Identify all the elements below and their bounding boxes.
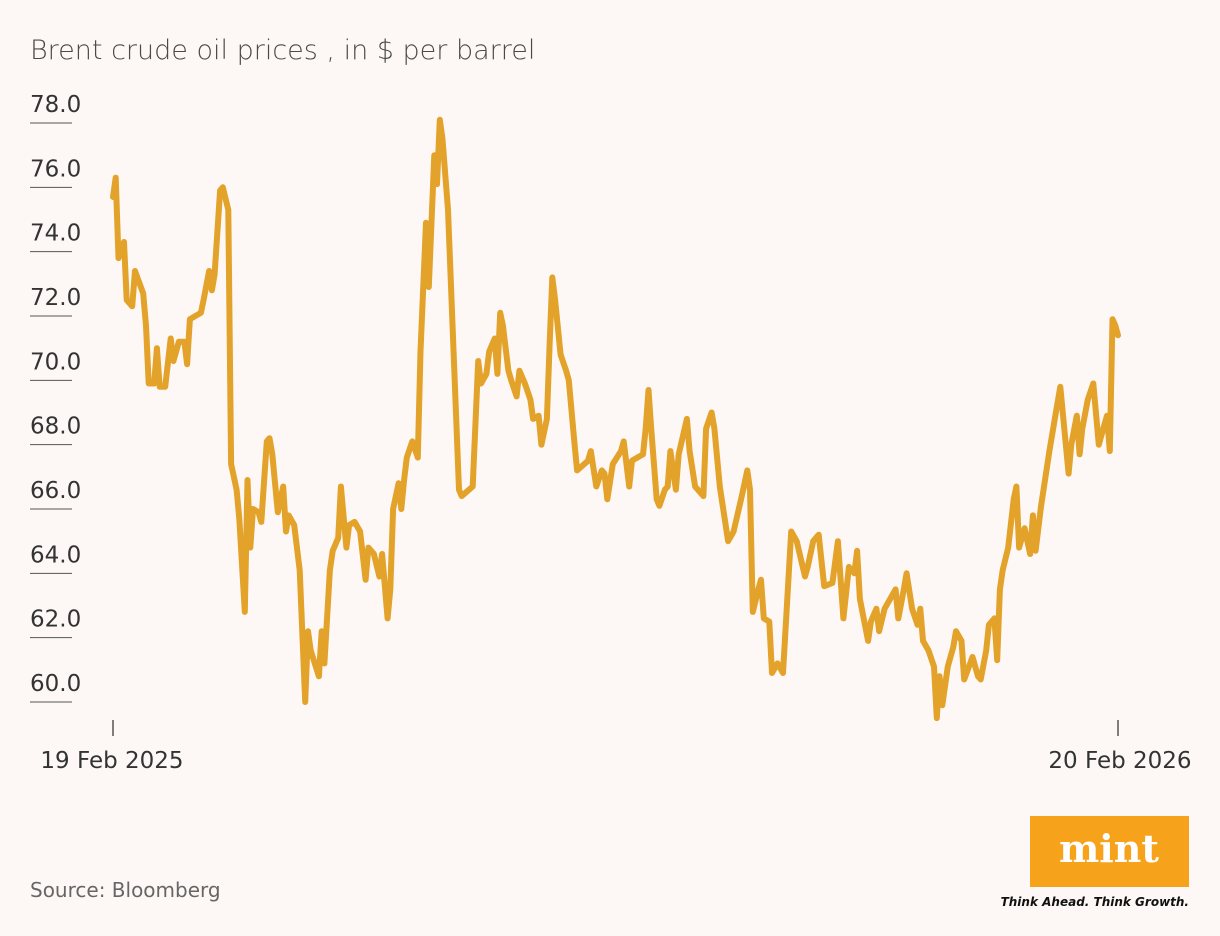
logo: mint [1059, 826, 1159, 871]
price-line [110, 116, 1121, 722]
y-tick-label: 78.0 [30, 92, 81, 118]
y-tick-label: 62.0 [30, 607, 81, 633]
y-tick-label: 70.0 [30, 349, 81, 375]
y-tick-label: 60.0 [30, 671, 81, 697]
chart-title: Brent crude oil prices , in $ per barrel [30, 35, 535, 66]
x-tick-label: 19 Feb 2025 [40, 748, 183, 774]
y-tick-label: 68.0 [30, 414, 81, 440]
y-tick-label: 66.0 [30, 478, 81, 504]
y-tick-label: 64.0 [30, 542, 81, 568]
source: Source: Bloomberg [30, 878, 221, 902]
logo-box [1030, 816, 1189, 887]
x-tick-label: 20 Feb 2026 [1048, 748, 1191, 774]
y-tick-label: 76.0 [30, 156, 81, 182]
tagline: Think Ahead. Think Growth. [1001, 895, 1189, 909]
y-tick-label: 74.0 [30, 221, 81, 247]
y-tick-label: 72.0 [30, 285, 81, 311]
